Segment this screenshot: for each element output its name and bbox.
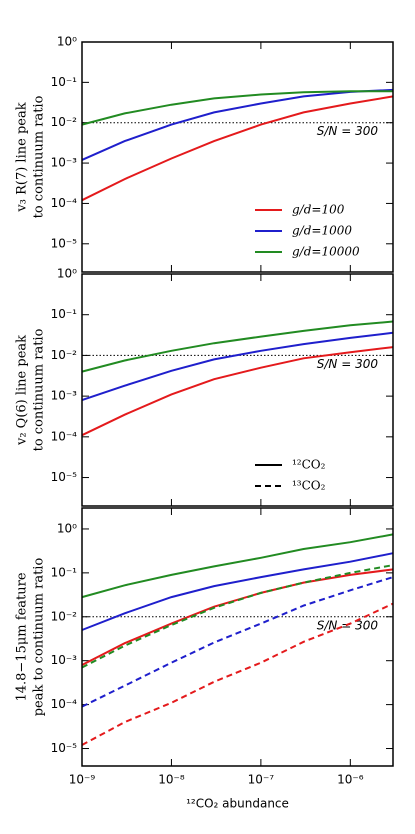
legend-label: ¹²CO₂ <box>292 458 326 472</box>
series-line <box>81 533 394 599</box>
y-tick-label: 10⁻⁴ <box>51 697 78 711</box>
series-line <box>81 552 394 631</box>
y-tick-label: 10⁰ <box>57 35 77 49</box>
y-tick-label: 10⁻¹ <box>51 565 78 579</box>
y-axis-label: 14.8−15μm feature <box>15 572 30 701</box>
y-tick-label: 10⁻³ <box>51 156 78 170</box>
annotation: S/N = 300 <box>317 124 379 138</box>
legend-label: g/d=10000 <box>292 245 360 259</box>
y-tick-label: 10⁻¹ <box>51 75 78 89</box>
series-line <box>81 576 394 708</box>
series-line <box>81 95 394 202</box>
y-axis-label: to continuum ratio <box>32 95 47 218</box>
x-tick-label: 10⁻⁹ <box>69 773 96 787</box>
plot-frame <box>81 41 394 273</box>
y-tick-label: 10⁻² <box>51 348 78 362</box>
y-tick-label: 10⁻⁴ <box>51 196 78 210</box>
y-tick-label: 10⁻³ <box>51 389 78 403</box>
x-tick-label: 10⁻⁶ <box>337 773 364 787</box>
series-line <box>81 331 394 402</box>
series-line <box>81 346 394 437</box>
y-axis-label: peak to continuum ratio <box>32 558 47 717</box>
series-line <box>81 88 394 161</box>
y-tick-label: 10⁻² <box>51 609 78 623</box>
annotation: S/N = 300 <box>317 357 379 371</box>
y-axis-label: to continuum ratio <box>32 328 47 451</box>
y-tick-label: 10⁰ <box>57 521 77 535</box>
y-tick-label: 10⁻⁵ <box>51 741 78 755</box>
plot-frame <box>81 273 394 507</box>
y-axis-label: v₃ R(7) line peak <box>15 102 30 212</box>
y-tick-label: 10⁻⁴ <box>51 429 78 443</box>
series-line <box>81 568 394 666</box>
series-line <box>81 320 394 373</box>
y-axis-label: v₂ Q(6) line peak <box>15 335 30 446</box>
legend-label: ¹³CO₂ <box>292 479 326 493</box>
y-tick-label: 10⁻² <box>51 115 78 129</box>
series-line <box>81 602 394 746</box>
y-tick-label: 10⁻³ <box>51 653 78 667</box>
y-tick-label: 10⁻⁵ <box>51 470 78 484</box>
y-tick-label: 10⁻⁵ <box>51 236 78 250</box>
legend-label: g/d=1000 <box>292 224 352 238</box>
y-tick-label: 10⁰ <box>57 267 77 281</box>
y-tick-label: 10⁻¹ <box>51 307 78 321</box>
plot-frame <box>81 507 394 767</box>
x-axis-label: ¹²CO₂ abundance <box>186 797 289 811</box>
series-line <box>81 90 393 126</box>
legend-label: g/d=100 <box>292 203 345 217</box>
x-tick-label: 10⁻⁸ <box>158 773 185 787</box>
x-tick-label: 10⁻⁷ <box>248 773 275 787</box>
